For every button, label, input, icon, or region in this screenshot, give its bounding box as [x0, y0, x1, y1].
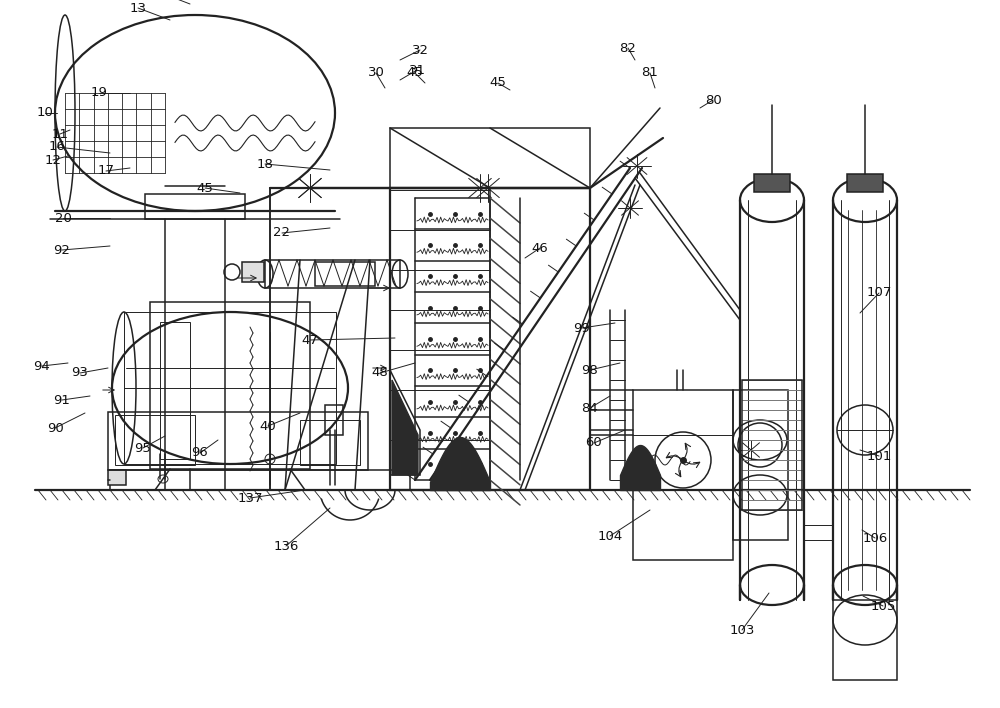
Text: 10: 10 — [37, 106, 53, 120]
Text: 13: 13 — [130, 1, 146, 14]
Bar — [300, 420, 360, 465]
Bar — [108, 470, 126, 485]
Text: 94: 94 — [34, 360, 50, 372]
Bar — [160, 322, 190, 459]
Text: 84: 84 — [582, 401, 598, 414]
Text: 99: 99 — [574, 321, 590, 334]
Text: 46: 46 — [532, 241, 548, 254]
Bar — [633, 390, 733, 490]
Bar — [115, 415, 195, 465]
Text: 48: 48 — [372, 367, 388, 379]
Bar — [754, 174, 790, 192]
Text: 106: 106 — [862, 532, 888, 544]
Bar — [315, 262, 375, 286]
Bar — [242, 262, 264, 282]
Text: 104: 104 — [597, 530, 623, 542]
Bar — [265, 260, 400, 288]
Text: 30: 30 — [368, 67, 384, 79]
Text: 17: 17 — [98, 164, 114, 178]
Text: 103: 103 — [729, 624, 755, 636]
Text: 47: 47 — [302, 333, 318, 346]
Text: 95: 95 — [135, 442, 151, 455]
Text: 92: 92 — [54, 244, 70, 256]
Text: 18: 18 — [257, 157, 273, 171]
Text: 93: 93 — [72, 367, 88, 379]
Bar — [145, 194, 245, 219]
Bar — [833, 600, 897, 680]
Bar — [390, 188, 590, 490]
Text: 16: 16 — [49, 140, 65, 154]
Bar — [124, 312, 336, 464]
Text: 19: 19 — [91, 86, 107, 100]
Text: 80: 80 — [705, 93, 721, 106]
Bar — [325, 405, 343, 435]
Bar — [733, 390, 788, 540]
Text: 60: 60 — [586, 437, 602, 450]
Text: 90: 90 — [47, 421, 63, 435]
Bar — [110, 470, 410, 490]
Text: 11: 11 — [52, 127, 68, 140]
Text: 91: 91 — [54, 394, 70, 406]
Text: 40: 40 — [260, 420, 276, 433]
Text: 45: 45 — [490, 76, 506, 89]
Text: 45: 45 — [407, 67, 423, 79]
Text: 101: 101 — [866, 450, 892, 462]
Bar — [742, 380, 802, 510]
Text: 136: 136 — [273, 539, 299, 552]
Bar — [633, 490, 733, 560]
Bar — [150, 302, 310, 469]
Text: 105: 105 — [870, 600, 896, 612]
Text: 45: 45 — [197, 181, 213, 195]
Text: 22: 22 — [274, 227, 290, 239]
Bar — [847, 174, 883, 192]
Text: 82: 82 — [620, 42, 636, 55]
Text: 20: 20 — [55, 212, 71, 224]
Polygon shape — [392, 380, 418, 475]
Text: 81: 81 — [642, 67, 658, 79]
Text: 31: 31 — [409, 64, 426, 76]
Text: 96: 96 — [192, 447, 208, 459]
Bar — [390, 128, 590, 188]
Text: 137: 137 — [237, 491, 263, 505]
Text: 12: 12 — [44, 154, 62, 166]
Text: 98: 98 — [582, 363, 598, 377]
Text: 107: 107 — [866, 287, 892, 299]
Bar — [108, 412, 368, 470]
Text: 32: 32 — [412, 43, 428, 57]
